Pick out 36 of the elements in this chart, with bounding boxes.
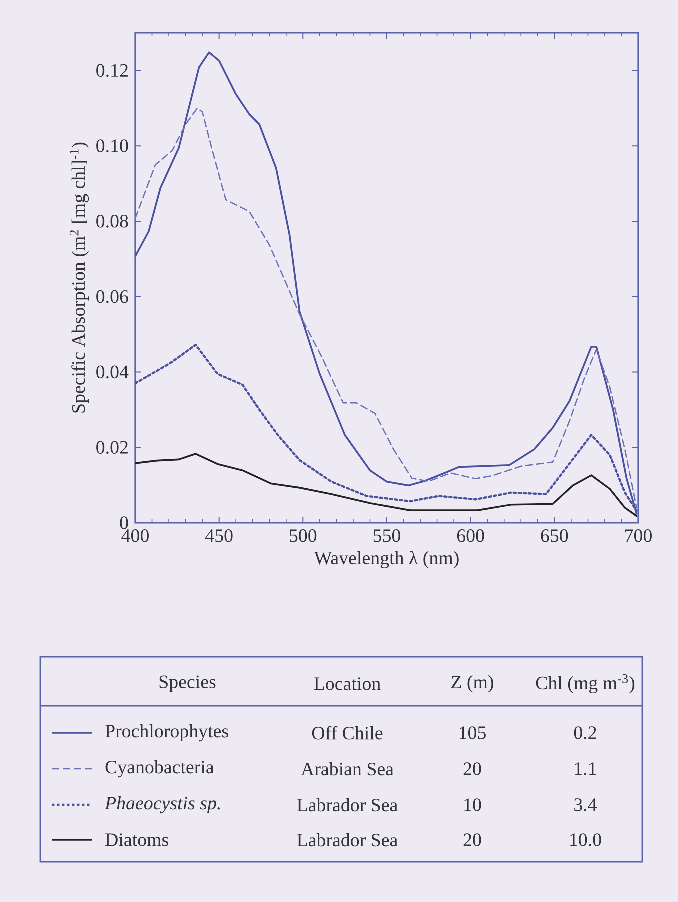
text: 10.0 [570, 834, 602, 846]
x-tick-label: 600 [457, 530, 484, 542]
x-tick-label: 550 [374, 530, 400, 542]
text: 105 [460, 726, 486, 740]
text: Location [314, 678, 381, 690]
text: Z (m) [451, 675, 494, 693]
y-tick-label: 0.10 [96, 140, 128, 152]
text: Off Chile [312, 726, 382, 740]
legend-label: Prochlorophytes [105, 724, 228, 742]
x-tick-label: 500 [290, 530, 316, 542]
legend-label: Phaeocystis sp. [104, 796, 220, 814]
text: 20 [464, 834, 481, 846]
legend-label: Diatoms [105, 834, 168, 846]
text: Chl (mg m$^{-3}$) [536, 674, 634, 694]
y-tick-label: 0.04 [96, 366, 128, 379]
x-axis-title: Wavelength λ (nm) [314, 551, 459, 568]
x-tick-label: 450 [205, 530, 233, 542]
y-tick-label: 0.12 [96, 64, 128, 78]
text: Labrador Sea [297, 798, 398, 812]
y-tick-label: 0.08 [96, 215, 128, 228]
y-tick-label: 0 [120, 516, 128, 530]
x-tick-label: 700 [625, 530, 652, 542]
x-tick-label: 650 [541, 530, 568, 542]
y-tick-label: 0.06 [96, 290, 128, 304]
y-axis-title: Specific Absorption (m$^{2}$ [mg chl]$^{-1}$) [70, 142, 89, 413]
text: 20 [464, 762, 481, 776]
y-tick-label: 0.02 [96, 441, 128, 454]
legend-title: Species [160, 676, 216, 692]
text: 10 [464, 798, 481, 812]
x-tick-label: 400 [121, 530, 149, 542]
text: 1.1 [575, 762, 596, 776]
text: Arabian Sea [300, 762, 394, 776]
legend-label: Cyanobacteria [106, 760, 214, 778]
text: Labrador Sea [297, 833, 398, 847]
text: 0.2 [574, 726, 596, 740]
text: 3.4 [574, 798, 597, 812]
